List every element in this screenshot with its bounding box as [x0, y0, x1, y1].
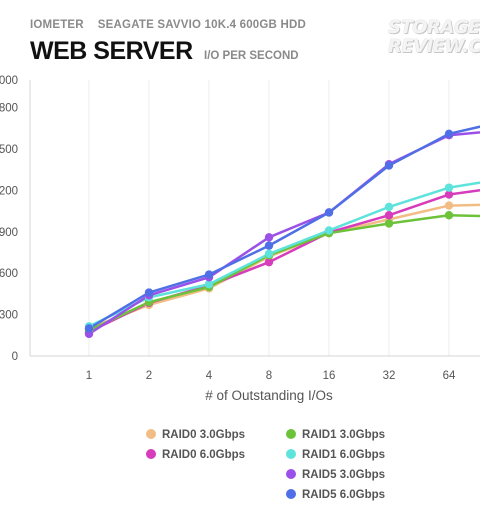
- y-tick-label: 800: [0, 103, 18, 115]
- x-tick-label: 1: [86, 370, 92, 382]
- data-point-raid0-6-0gbps: [384, 211, 394, 220]
- data-point-raid1-6-0gbps: [204, 280, 214, 289]
- x-tick-label: 64: [443, 370, 456, 382]
- y-tick-label: 500: [0, 144, 18, 156]
- y-tick-label: 0: [12, 351, 18, 363]
- x-tick-label: 4: [206, 370, 213, 382]
- x-tick-label: 2: [146, 370, 152, 382]
- data-point-raid5-6-0gbps: [204, 270, 214, 279]
- data-point-raid5-6-0gbps: [324, 208, 334, 217]
- data-point-raid5-6-0gbps: [84, 324, 94, 333]
- series-lines: [88, 125, 480, 335]
- data-point-raid0-3-0gbps: [444, 201, 454, 210]
- chart-title: WEB SERVER: [30, 37, 193, 65]
- data-point-raid5-6-0gbps: [384, 161, 394, 170]
- storagereview-logo: STORAGE REVIEW.COM: [388, 18, 480, 68]
- data-point-raid0-6-0gbps: [444, 190, 454, 199]
- data-point-raid5-6-0gbps: [144, 288, 154, 297]
- y-tick-label: 900: [0, 227, 18, 239]
- data-point-raid1-3-0gbps: [384, 219, 394, 228]
- series-line-raid1-3-0gbps: [88, 213, 480, 332]
- x-tick-label: 32: [383, 370, 396, 382]
- data-point-raid1-6-0gbps: [324, 226, 334, 235]
- series-points: [84, 129, 454, 339]
- series-line-raid0-3-0gbps: [88, 203, 480, 330]
- logo-line-2: REVIEW.COM: [388, 36, 480, 57]
- data-point-raid1-3-0gbps: [444, 211, 454, 220]
- y-tick-label: 000: [0, 75, 18, 87]
- data-point-raid5-6-0gbps: [264, 241, 274, 250]
- y-tick-label: 200: [0, 185, 18, 197]
- benchmark-name: IOMETER: [30, 19, 84, 31]
- series-line-raid1-6-0gbps: [88, 181, 480, 328]
- y-tick-label: 300: [0, 310, 18, 322]
- data-point-raid1-6-0gbps: [444, 183, 454, 192]
- data-point-raid1-6-0gbps: [264, 249, 274, 259]
- chart-subtitle: I/O PER SECOND: [204, 50, 299, 62]
- chart-eyebrow: IOMETER SEAGATE SAVVIO 10K.4 600GB HDD: [30, 19, 306, 31]
- data-point-raid5-3-0gbps: [264, 233, 274, 242]
- axes: [29, 80, 480, 357]
- x-tick-label: 8: [266, 370, 272, 382]
- x-axis-label: # of Outstanding I/Os: [205, 388, 333, 403]
- logo-line-1: STORAGE: [388, 18, 480, 38]
- device-name: SEAGATE SAVVIO 10K.4 600GB HDD: [97, 19, 306, 31]
- series-line-raid5-6-0gbps: [88, 125, 480, 330]
- grid-lines: [88, 80, 450, 356]
- data-point-raid1-6-0gbps: [384, 202, 394, 212]
- series-line-raid0-6-0gbps: [88, 189, 480, 333]
- tick-labels: 0 300 600 900 200 500 800 000 1 2 4 8 16 32 64: [0, 75, 456, 382]
- data-point-raid0-6-0gbps: [264, 257, 274, 267]
- y-tick-label: 600: [0, 268, 18, 280]
- x-tick-label: 16: [323, 370, 336, 382]
- data-point-raid5-6-0gbps: [444, 129, 454, 139]
